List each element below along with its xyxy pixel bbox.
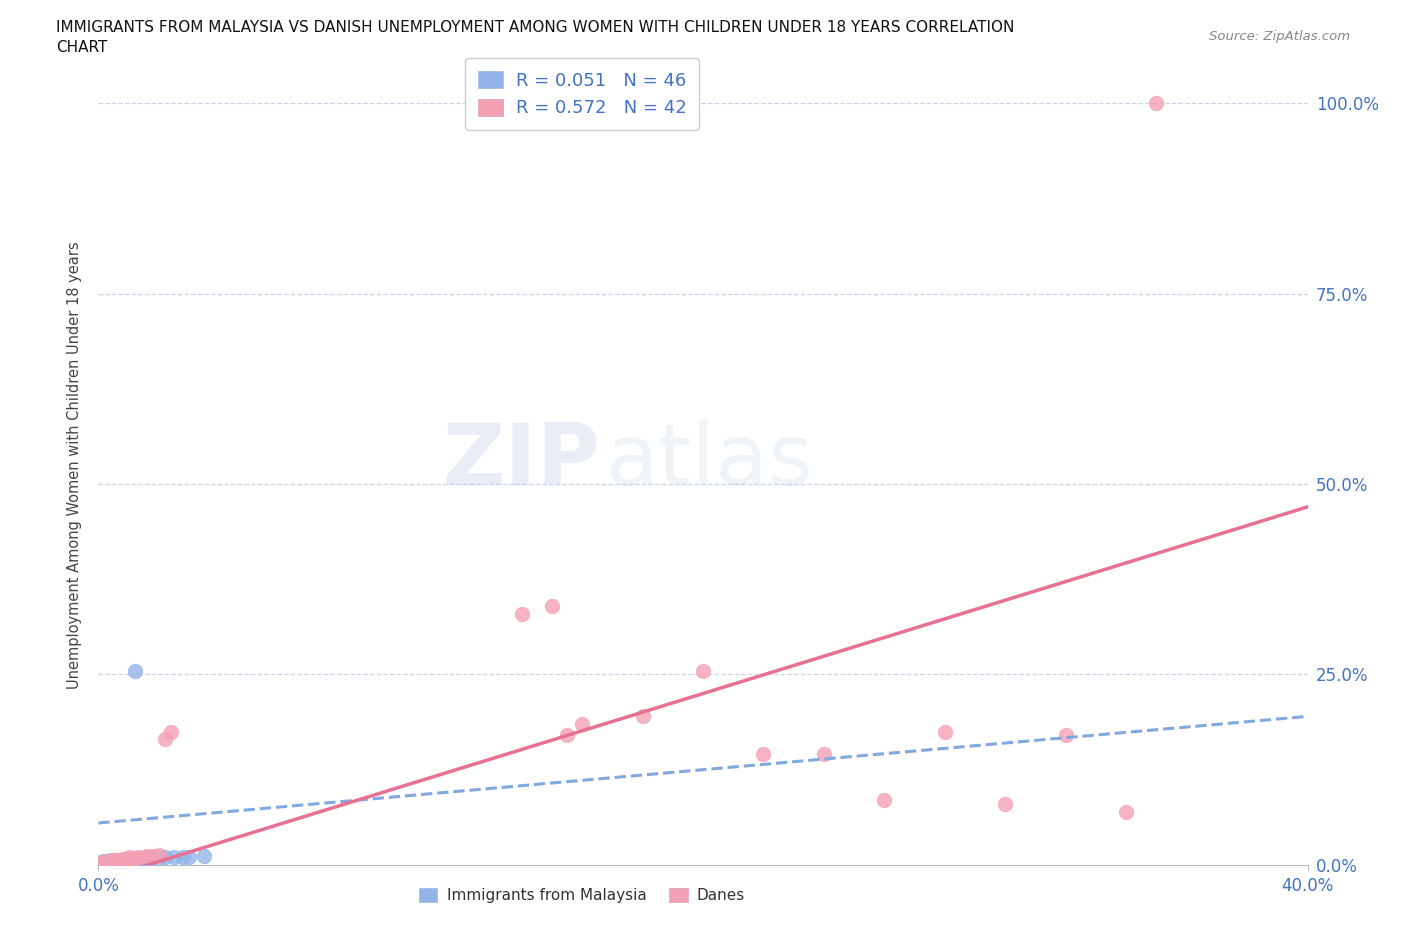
- Point: [100, 853, 122, 868]
- Point: [153, 732, 176, 747]
- Point: [510, 606, 533, 621]
- Point: [631, 709, 654, 724]
- Point: [135, 848, 157, 863]
- Point: [153, 850, 176, 865]
- Point: [124, 663, 146, 678]
- Point: [90, 856, 112, 870]
- Point: [93, 855, 115, 870]
- Point: [813, 747, 835, 762]
- Point: [994, 796, 1017, 811]
- Point: [87, 857, 110, 871]
- Point: [934, 724, 956, 739]
- Point: [118, 850, 141, 865]
- Point: [100, 856, 122, 870]
- Point: [96, 854, 118, 869]
- Point: [129, 851, 152, 866]
- Point: [105, 852, 128, 867]
- Text: Source: ZipAtlas.com: Source: ZipAtlas.com: [1209, 30, 1350, 43]
- Point: [108, 853, 131, 868]
- Point: [142, 850, 165, 865]
- Point: [118, 852, 141, 867]
- Point: [127, 850, 149, 865]
- Point: [103, 856, 125, 870]
- Point: [1054, 728, 1077, 743]
- Point: [105, 855, 128, 870]
- Point: [111, 853, 134, 868]
- Point: [160, 724, 183, 739]
- Point: [114, 852, 136, 867]
- Point: [142, 848, 165, 863]
- Point: [103, 855, 125, 870]
- Point: [114, 854, 136, 869]
- Text: CHART: CHART: [56, 40, 108, 55]
- Point: [108, 853, 131, 868]
- Point: [555, 728, 578, 743]
- Legend: Immigrants from Malaysia, Danes: Immigrants from Malaysia, Danes: [413, 882, 751, 910]
- Point: [90, 856, 112, 870]
- Point: [103, 854, 125, 869]
- Point: [93, 856, 115, 870]
- Point: [124, 851, 146, 866]
- Point: [108, 854, 131, 869]
- Point: [105, 854, 128, 869]
- Point: [124, 852, 146, 867]
- Point: [100, 856, 122, 870]
- Point: [1144, 96, 1167, 111]
- Point: [118, 851, 141, 866]
- Point: [172, 849, 194, 864]
- Point: [118, 853, 141, 868]
- Point: [571, 716, 593, 731]
- Point: [90, 855, 112, 870]
- Point: [163, 850, 186, 865]
- Point: [127, 851, 149, 866]
- Point: [96, 855, 118, 870]
- Point: [90, 856, 112, 870]
- Text: IMMIGRANTS FROM MALAYSIA VS DANISH UNEMPLOYMENT AMONG WOMEN WITH CHILDREN UNDER : IMMIGRANTS FROM MALAYSIA VS DANISH UNEMP…: [56, 20, 1015, 35]
- Point: [93, 856, 115, 870]
- Point: [103, 855, 125, 870]
- Point: [135, 851, 157, 866]
- Point: [96, 856, 118, 870]
- Point: [121, 851, 143, 866]
- Point: [193, 848, 215, 863]
- Point: [1115, 804, 1137, 819]
- Point: [111, 854, 134, 869]
- Y-axis label: Unemployment Among Women with Children Under 18 years: Unemployment Among Women with Children U…: [67, 241, 83, 689]
- Point: [139, 851, 162, 866]
- Point: [93, 854, 115, 869]
- Point: [100, 854, 122, 869]
- Point: [121, 852, 143, 867]
- Point: [108, 855, 131, 870]
- Text: atlas: atlas: [606, 419, 814, 502]
- Point: [540, 599, 562, 614]
- Point: [96, 854, 118, 869]
- Point: [148, 847, 170, 862]
- Point: [103, 853, 125, 868]
- Point: [90, 856, 112, 870]
- Point: [96, 856, 118, 870]
- Point: [132, 850, 155, 865]
- Point: [105, 854, 128, 869]
- Point: [93, 855, 115, 870]
- Text: ZIP: ZIP: [443, 419, 600, 502]
- Point: [132, 851, 155, 866]
- Point: [100, 855, 122, 870]
- Point: [148, 851, 170, 866]
- Point: [114, 852, 136, 867]
- Point: [111, 851, 134, 866]
- Point: [873, 792, 896, 807]
- Point: [752, 747, 775, 762]
- Point: [111, 852, 134, 867]
- Point: [179, 849, 201, 864]
- Point: [93, 856, 115, 870]
- Point: [100, 854, 122, 869]
- Point: [105, 853, 128, 868]
- Point: [111, 853, 134, 868]
- Point: [692, 663, 714, 678]
- Point: [96, 856, 118, 870]
